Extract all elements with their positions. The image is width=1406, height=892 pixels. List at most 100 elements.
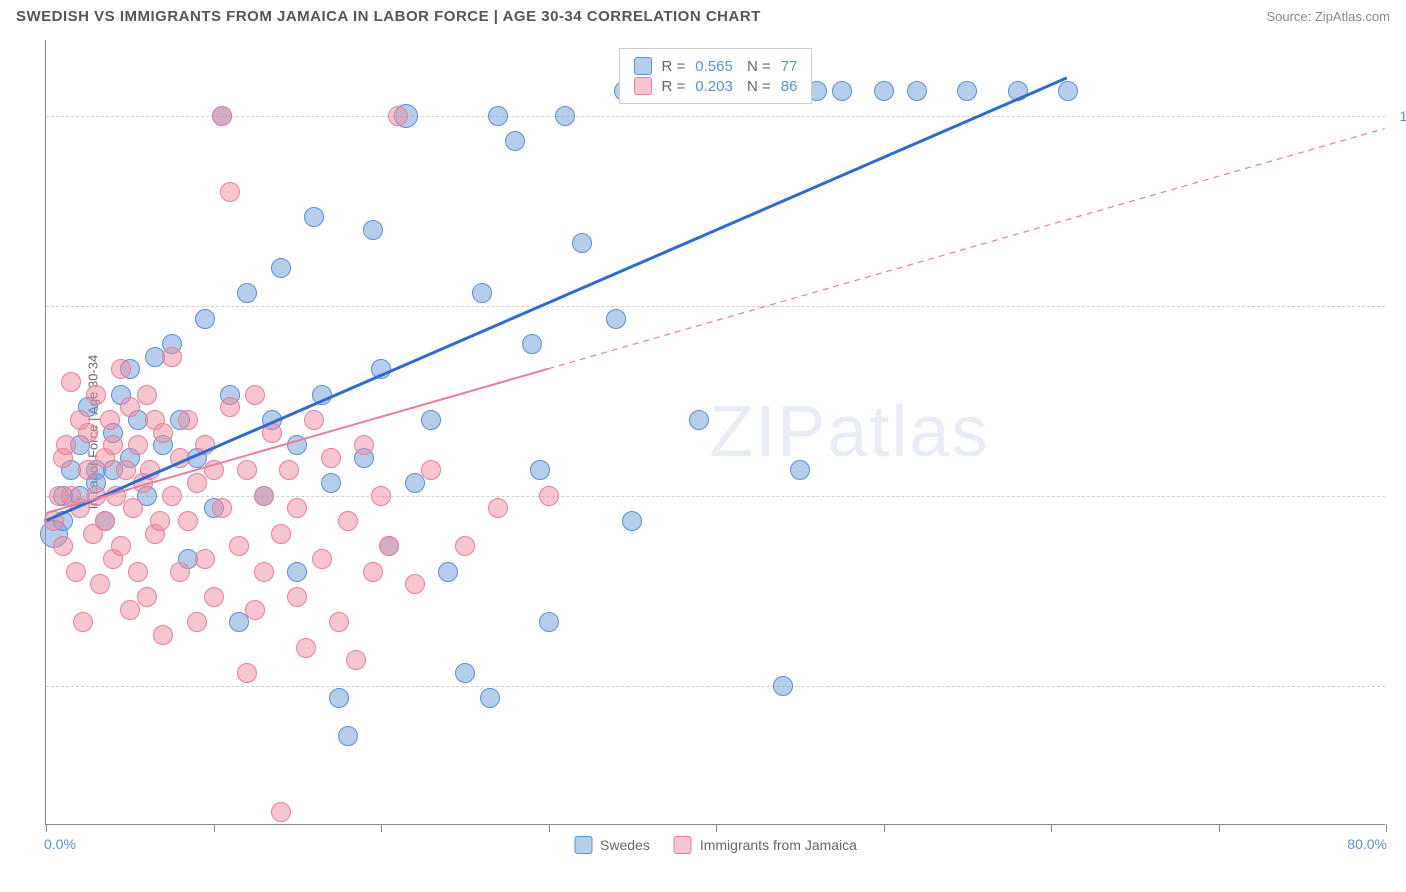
data-point bbox=[354, 435, 374, 455]
data-point bbox=[170, 562, 190, 582]
data-point bbox=[279, 460, 299, 480]
data-point bbox=[572, 233, 592, 253]
data-point bbox=[287, 435, 307, 455]
data-point bbox=[137, 587, 157, 607]
data-point bbox=[237, 283, 257, 303]
data-point bbox=[271, 524, 291, 544]
data-point bbox=[178, 511, 198, 531]
gridline bbox=[46, 496, 1385, 497]
data-point bbox=[455, 663, 475, 683]
series-legend: Swedes Immigrants from Jamaica bbox=[574, 836, 857, 854]
data-point bbox=[103, 435, 123, 455]
data-point bbox=[472, 283, 492, 303]
data-point bbox=[229, 536, 249, 556]
n-value-swedes: 77 bbox=[781, 58, 798, 75]
data-point bbox=[245, 385, 265, 405]
r-value-swedes: 0.565 bbox=[695, 58, 733, 75]
data-point bbox=[296, 638, 316, 658]
data-point bbox=[195, 309, 215, 329]
data-point bbox=[73, 612, 93, 632]
data-point bbox=[555, 106, 575, 126]
data-point bbox=[70, 498, 90, 518]
data-point bbox=[530, 460, 550, 480]
x-tick bbox=[214, 824, 215, 832]
data-point bbox=[329, 612, 349, 632]
x-tick bbox=[716, 824, 717, 832]
data-point bbox=[212, 498, 232, 518]
gridline bbox=[46, 116, 1385, 117]
data-point bbox=[405, 473, 425, 493]
data-point bbox=[120, 600, 140, 620]
data-point bbox=[153, 423, 173, 443]
data-point bbox=[220, 182, 240, 202]
data-point bbox=[187, 612, 207, 632]
data-point bbox=[312, 549, 332, 569]
data-point bbox=[204, 587, 224, 607]
y-tick-label: 100.0% bbox=[1400, 108, 1406, 124]
data-point bbox=[153, 625, 173, 645]
data-point bbox=[53, 536, 73, 556]
data-point bbox=[480, 688, 500, 708]
data-point bbox=[237, 663, 257, 683]
gridline bbox=[46, 306, 1385, 307]
x-tick bbox=[1051, 824, 1052, 832]
data-point bbox=[204, 460, 224, 480]
data-point bbox=[790, 460, 810, 480]
data-point bbox=[212, 106, 232, 126]
data-point bbox=[254, 486, 274, 506]
x-tick bbox=[549, 824, 550, 832]
data-point bbox=[66, 562, 86, 582]
data-point bbox=[162, 347, 182, 367]
legend-row-jamaica: R = 0.203 N = 86 bbox=[634, 77, 798, 95]
data-point bbox=[128, 435, 148, 455]
trend-lines bbox=[46, 40, 1385, 824]
data-point bbox=[170, 448, 190, 468]
data-point bbox=[86, 385, 106, 405]
swatch-jamaica bbox=[634, 77, 652, 95]
data-point bbox=[832, 81, 852, 101]
data-point bbox=[957, 81, 977, 101]
data-point bbox=[874, 81, 894, 101]
data-point bbox=[421, 410, 441, 430]
data-point bbox=[329, 688, 349, 708]
data-point bbox=[90, 574, 110, 594]
data-point bbox=[120, 397, 140, 417]
source-attribution: Source: ZipAtlas.com bbox=[1266, 9, 1390, 24]
data-point bbox=[95, 511, 115, 531]
legend-item-jamaica: Immigrants from Jamaica bbox=[674, 836, 857, 854]
data-point bbox=[229, 612, 249, 632]
swatch-swedes-bottom bbox=[574, 836, 592, 854]
swatch-jamaica-bottom bbox=[674, 836, 692, 854]
data-point bbox=[140, 460, 160, 480]
data-point bbox=[150, 511, 170, 531]
data-point bbox=[371, 359, 391, 379]
data-point bbox=[287, 587, 307, 607]
data-point bbox=[907, 81, 927, 101]
data-point bbox=[606, 309, 626, 329]
data-point bbox=[1008, 81, 1028, 101]
data-point bbox=[455, 536, 475, 556]
data-point bbox=[539, 612, 559, 632]
data-point bbox=[78, 460, 98, 480]
data-point bbox=[379, 536, 399, 556]
data-point bbox=[338, 726, 358, 746]
x-tick bbox=[1386, 824, 1387, 832]
n-value-jamaica: 86 bbox=[781, 78, 798, 95]
data-point bbox=[254, 562, 274, 582]
data-point bbox=[488, 498, 508, 518]
x-tick bbox=[884, 824, 885, 832]
data-point bbox=[111, 536, 131, 556]
data-point bbox=[262, 423, 282, 443]
data-point bbox=[271, 802, 291, 822]
chart-title: SWEDISH VS IMMIGRANTS FROM JAMAICA IN LA… bbox=[16, 8, 761, 25]
x-tick bbox=[46, 824, 47, 832]
data-point bbox=[195, 549, 215, 569]
data-point bbox=[622, 511, 642, 531]
data-point bbox=[363, 220, 383, 240]
data-point bbox=[304, 410, 324, 430]
data-point bbox=[245, 600, 265, 620]
data-point bbox=[195, 435, 215, 455]
legend-label-jamaica: Immigrants from Jamaica bbox=[700, 837, 857, 853]
data-point bbox=[137, 385, 157, 405]
data-point bbox=[304, 207, 324, 227]
